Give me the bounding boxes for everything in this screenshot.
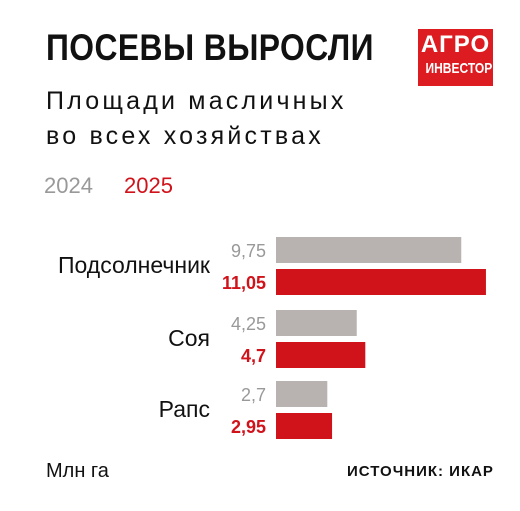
value-label-sunflower-2025: 11,05 (222, 273, 266, 293)
value-label-soy-2024: 4,25 (231, 314, 266, 334)
logo-line-2: ИНВЕСТОР (425, 60, 493, 77)
subtitle-line-1: Площади масличных (46, 87, 347, 115)
category-label-soy: Соя (168, 325, 210, 351)
bar-sunflower-2024 (276, 237, 462, 263)
chart-title: ПОСЕВЫ ВЫРОСЛИ (46, 27, 374, 68)
category-label-sunflower: Подсолнечник (58, 252, 211, 278)
bar-soy-2025 (276, 342, 366, 368)
bar-rapeseed-2024 (276, 381, 328, 407)
logo-line-1: АГРО (420, 31, 491, 58)
category-label-rapeseed: Рапс (159, 396, 210, 422)
chart-subtitle: Площади масличных во всех хозяйствах (46, 84, 347, 154)
value-label-rapeseed-2025: 2,95 (231, 417, 266, 437)
bar-sunflower-2025 (276, 269, 486, 295)
agroinvestor-logo: АГРО ИНВЕСТОР (418, 29, 493, 86)
source-label: ИСТОЧНИК: ИКАР (347, 463, 494, 480)
value-label-soy-2025: 4,7 (241, 346, 266, 366)
value-label-sunflower-2024: 9,75 (231, 241, 266, 261)
legend-2025: 2025 (124, 173, 173, 198)
value-label-rapeseed-2024: 2,7 (241, 385, 266, 405)
legend-2024: 2024 (44, 173, 93, 198)
bar-rapeseed-2025 (276, 413, 333, 439)
subtitle-line-2: во всех хозяйствах (46, 122, 324, 150)
unit-label: Млн га (46, 460, 109, 482)
bar-soy-2024 (276, 310, 357, 336)
